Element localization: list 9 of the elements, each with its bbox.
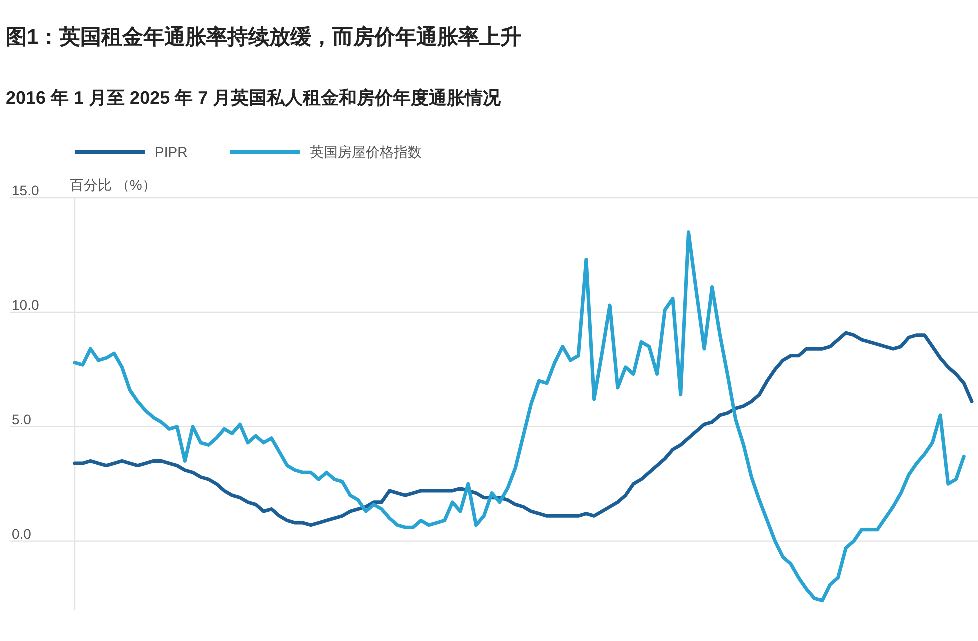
y-axis-title: 百分比 （%）: [70, 177, 156, 193]
chart-subtitle: 2016 年 1 月至 2025 年 7 月英国私人租金和房价年度通胀情况: [6, 88, 502, 108]
y-tick-label: 10.0: [12, 297, 40, 314]
legend-label: 英国房屋价格指数: [310, 144, 422, 160]
y-tick-label: 15.0: [12, 182, 40, 199]
chart-title: 图1：英国租金年通胀率持续放缓，而房价年通胀率上升: [6, 25, 522, 49]
y-tick-label: 0.0: [12, 526, 32, 542]
y-tick-label: 5.0: [12, 412, 32, 428]
legend-label: PIPR: [155, 144, 188, 160]
